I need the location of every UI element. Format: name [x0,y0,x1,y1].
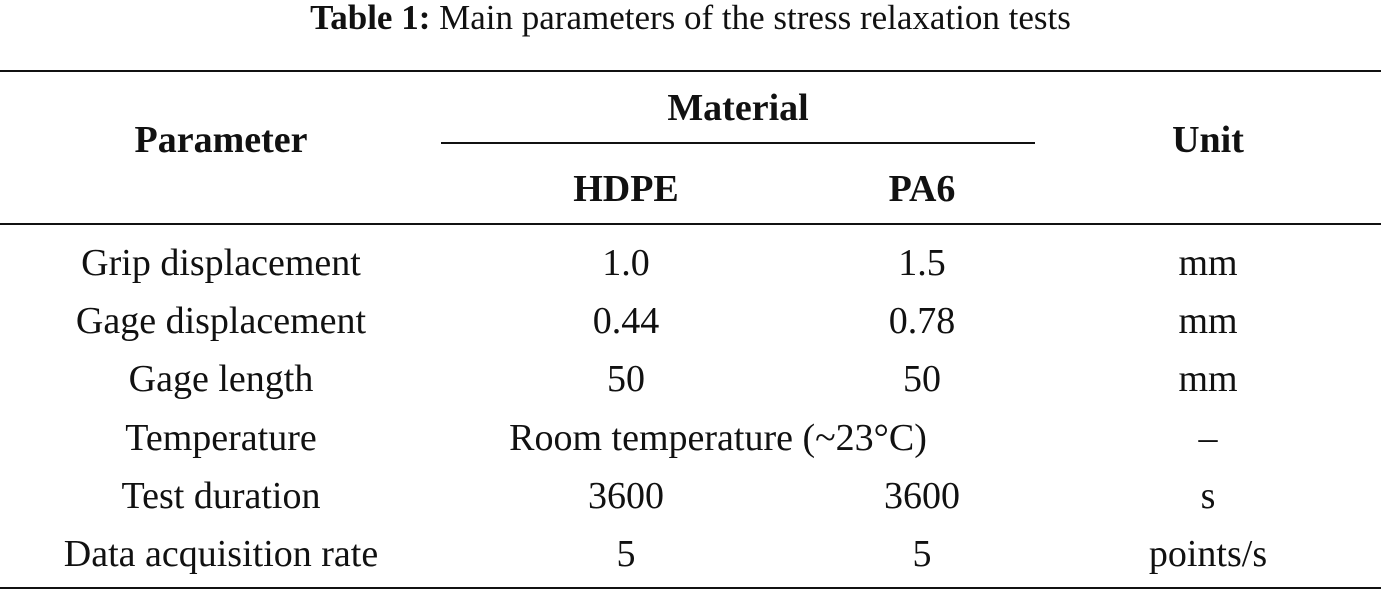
table-cell: mm [1178,358,1238,401]
table-cell: points/s [1148,533,1268,575]
header-unit: Unit [1172,119,1244,161]
table-cell: Gage length [128,358,314,401]
header-pa6: PA6 [888,168,956,210]
table-cell: Gage displacement [75,300,367,343]
caption-text: Main parameters of the stress relaxation… [439,0,1071,37]
table-cell: Temperature [125,416,317,459]
material-rule [441,142,1035,144]
table-cell: Grip displacement [81,242,361,284]
table-cell: 50 [903,358,941,401]
table-cell: 0.44 [592,300,660,343]
top-rule [0,70,1381,72]
header-material: Material [667,87,809,129]
table-cell: s [1200,474,1216,517]
table-cell: 1.0 [602,242,650,284]
table-cell: – [1198,416,1218,459]
header-parameter: Parameter [134,119,308,161]
table-cell: 50 [607,358,645,401]
table-cell: 3600 [588,474,664,517]
header-rule [0,223,1381,225]
header-hdpe: HDPE [573,168,679,210]
table-cell: 1.5 [898,242,946,284]
table-cell: 5 [912,533,932,575]
bottom-rule [0,587,1381,589]
caption-label: Table 1: [310,0,431,37]
table-cell: 3600 [884,474,960,517]
table-cell: mm [1178,300,1238,343]
table-cell: Data acquisition rate [63,533,379,575]
table-cell: 0.78 [888,300,956,343]
table-cell: Room temperature (~23°C) [509,416,927,459]
caption: Table 1: Main parameters of the stress r… [0,0,1381,36]
table-cell: 5 [616,533,636,575]
table-cell: Test duration [121,474,321,517]
table-cell: mm [1178,242,1238,284]
